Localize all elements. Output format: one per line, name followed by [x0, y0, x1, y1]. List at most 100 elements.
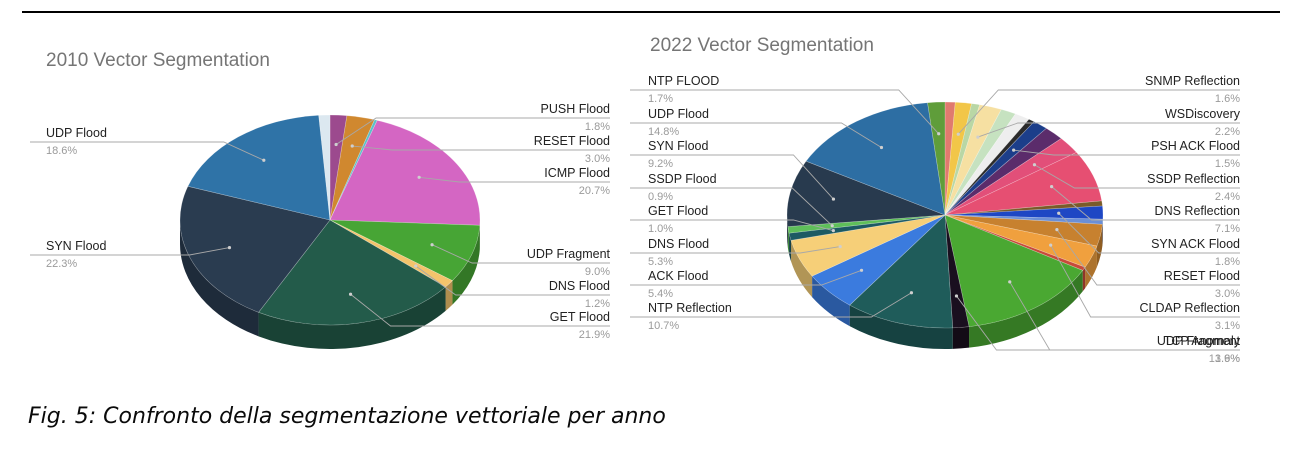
pie-side-segment	[787, 226, 790, 255]
leader-line-wsdiscovery	[977, 122, 1240, 138]
pie-slice-unlabeled	[318, 114, 331, 221]
slice-label-dns-reflection: DNS Reflection	[1155, 204, 1240, 218]
pie-slice-syn-flood	[786, 160, 946, 227]
slice-label-udp-fragment: UDP Fragment	[527, 247, 611, 261]
leader-dot	[1032, 163, 1037, 167]
chart-2022-title: 2022 Vector Segmentation	[650, 35, 874, 56]
pie-slice-unlabeled	[329, 119, 378, 221]
pie-side-segment	[787, 215, 788, 248]
leader-dot	[1057, 211, 1061, 215]
slice-label-ssdp-reflection: SSDP Reflection	[1147, 172, 1240, 186]
leader-dot	[1055, 228, 1059, 232]
pie-slice-snmp-reflection	[944, 101, 972, 216]
pie-slice-udp-fragment	[329, 219, 481, 282]
leader-dot	[859, 268, 864, 272]
slice-percent-psh-ack-flood: 1.5%	[1215, 158, 1240, 170]
slice-label-get-flood: GET Flood	[550, 310, 610, 324]
pie-side-segment	[258, 286, 446, 349]
pie-slice-syn-ack-flood	[944, 205, 1104, 220]
leader-line-udp-flood	[30, 141, 264, 161]
slice-label-udp-flood: UDP Flood	[46, 126, 107, 140]
leader-dot	[334, 142, 338, 147]
slice-percent-push-flood: 1.8%	[585, 121, 610, 133]
leader-line-ssdp-reflection	[1034, 164, 1240, 189]
pie-slice-unlabeled	[944, 109, 1016, 216]
leader-dot	[1050, 185, 1054, 189]
slice-percent-ssdp-reflection: 2.4%	[1215, 191, 1240, 203]
slice-label-wsdiscovery: WSDiscovery	[1165, 107, 1241, 121]
pie-slice-cldap-reflection	[944, 214, 1098, 268]
pie-side-walls	[180, 220, 480, 349]
pie-side-segment	[1096, 224, 1103, 268]
pie-slice-ntp-reflection	[849, 214, 954, 329]
leader-dot	[1012, 148, 1016, 152]
pie-side-segment	[969, 270, 1083, 348]
leader-dot	[879, 145, 884, 150]
leader-line-reset-flood	[1056, 229, 1240, 286]
leader-dot	[350, 144, 354, 148]
leader-line-dns-flood	[415, 265, 610, 296]
pie-slice-dns-reflection	[944, 151, 1103, 216]
slice-percent-syn-flood: 22.3%	[46, 258, 77, 270]
slice-percent-reset-flood: 3.0%	[585, 153, 610, 165]
slice-percent-syn-ack-flood: 1.8%	[1215, 256, 1240, 268]
pie-slice-unlabeled	[944, 113, 1030, 216]
pie-side-walls	[787, 215, 1103, 349]
leader-dot	[830, 224, 834, 228]
pie-slice-get-flood	[258, 219, 447, 326]
pie-slice-wsdiscovery	[944, 104, 1002, 216]
slice-percent-icmp-flood: 20.7%	[579, 185, 610, 197]
slice-label-get-flood: GET Flood	[648, 204, 708, 218]
pie-side-segment	[445, 280, 453, 311]
slice-percent-ntp-flood: 1.7%	[648, 93, 673, 105]
slice-percent-udp-fragment: 9.0%	[585, 266, 610, 278]
leader-line-cldap-reflection	[1050, 244, 1240, 318]
pie-slice-ntp-flood	[927, 101, 946, 216]
leader-dot	[954, 294, 959, 298]
leader-line-syn-flood	[630, 154, 834, 200]
pie-slice-dns-flood	[790, 214, 946, 277]
slice-label-tcp-anomaly: TCP Anomaly	[1164, 334, 1241, 348]
slice-percent-get-flood: 1.0%	[648, 223, 673, 235]
slice-percent-get-flood: 21.9%	[579, 329, 610, 341]
pie-side-segment	[791, 240, 813, 298]
leader-dot	[227, 246, 232, 250]
slice-label-icmp-flood: ICMP Flood	[544, 166, 610, 180]
leader-line-ack-flood	[630, 269, 862, 286]
leader-line-push-flood	[335, 117, 610, 145]
leader-line-dns-flood	[630, 246, 841, 254]
slice-percent-dns-reflection: 7.1%	[1215, 223, 1240, 235]
leader-line-psh-ack-flood	[1013, 149, 1240, 156]
pie-side-segment	[952, 326, 970, 349]
slice-percent-udp-fragment: 13.9%	[1209, 353, 1240, 365]
leader-line-syn-flood	[30, 247, 230, 256]
pie-side-segment	[789, 233, 792, 262]
slice-percent-tcp-anomaly: 1.6%	[1215, 353, 1240, 365]
leader-line-icmp-flood	[419, 176, 610, 183]
slice-label-udp-fragment: UDP Fragment	[1157, 334, 1241, 348]
leader-line-get-flood	[350, 293, 610, 327]
leader-line-get-flood	[630, 219, 834, 232]
pie-side-segment	[1082, 267, 1086, 292]
slice-percent-dns-flood: 1.2%	[585, 298, 610, 310]
pie-slice-ack-flood	[811, 214, 946, 306]
pie-slice-tcp-anomaly	[944, 214, 970, 329]
pie-slice-push-flood	[329, 114, 348, 221]
slice-label-dns-flood: DNS Flood	[648, 237, 709, 251]
slice-percent-snmp-reflection: 1.6%	[1215, 93, 1240, 105]
pie-slice-ssdp-reflection	[944, 138, 1077, 216]
pie-slice-unlabeled	[944, 118, 1035, 216]
pie-slice-unlabeled	[944, 200, 1103, 216]
leader-dot	[976, 135, 980, 139]
slice-label-udp-flood: UDP Flood	[648, 107, 709, 121]
leader-line-ssdp-flood	[630, 187, 833, 227]
figure-caption: Fig. 5: Confronto della segmentazione ve…	[28, 404, 666, 429]
pie-slice-unlabeled	[944, 101, 956, 216]
slice-percent-udp-flood: 14.8%	[648, 126, 679, 138]
pie-slice-unlabeled	[944, 103, 981, 216]
slice-percent-cldap-reflection: 3.1%	[1215, 320, 1240, 332]
slice-percent-reset-flood: 3.0%	[1215, 288, 1240, 300]
pie-side-segment	[812, 276, 850, 327]
pie-slice-unlabeled	[944, 214, 1086, 271]
leader-dot	[348, 292, 353, 296]
